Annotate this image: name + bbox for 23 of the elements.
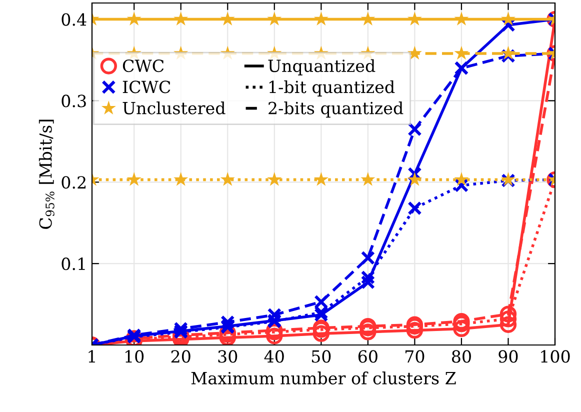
x-tick-label: 40 <box>264 350 284 363</box>
y-tick-label: 0.3 <box>62 94 86 108</box>
legend-label: ICWC <box>122 80 170 94</box>
x-axis-title: Maximum number of clusters Z <box>191 372 456 384</box>
x-tick-label: 50 <box>312 350 331 363</box>
y-tick-label: 0.1 <box>62 258 85 270</box>
x-tick-label: 10 <box>126 350 144 363</box>
x-tick-label: 60 <box>358 350 378 363</box>
x-tick-label: 90 <box>498 350 518 363</box>
x-tick-label: 80 <box>452 350 471 363</box>
y-tick-label: 0.2 <box>62 176 86 189</box>
annotation: 2-bits quantized <box>268 101 404 118</box>
y-tick-label: 0.4 <box>62 13 86 26</box>
x-tick-label: 1 <box>88 350 95 363</box>
legend-label: Unclustered <box>122 101 226 114</box>
x-tick-label: 70 <box>405 350 424 363</box>
x-tick-label: 20 <box>171 350 190 363</box>
legend-label: CWC <box>122 60 164 72</box>
y-axis-title: C$_{95%}$ [Mbit/s] <box>38 120 54 229</box>
annotation: Unquantized <box>268 59 376 76</box>
annotation: 1-bit quantized <box>269 80 395 96</box>
x-tick-label: 30 <box>218 350 238 363</box>
x-tick-label: 100 <box>541 350 570 363</box>
